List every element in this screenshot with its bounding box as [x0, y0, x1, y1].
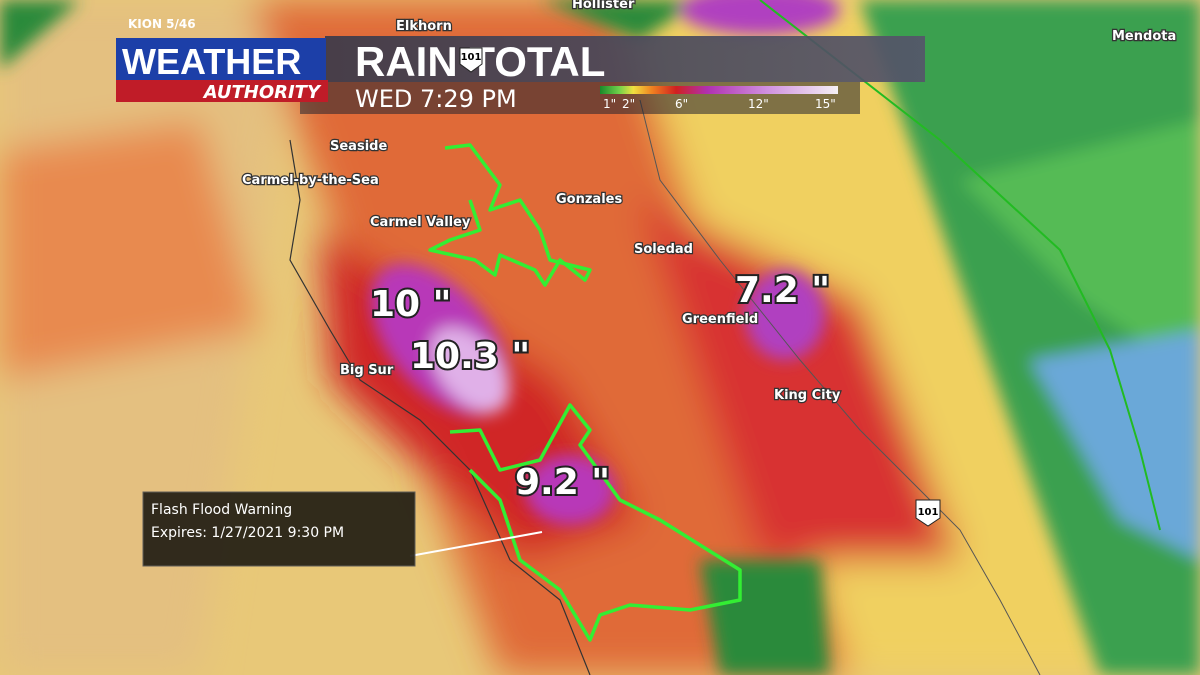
city-label: Soledad	[634, 242, 693, 257]
time: WED 7:29 PM	[355, 85, 517, 113]
boundaries	[289, 0, 1161, 675]
legend-label: 6"	[675, 97, 688, 111]
city-label: Greenfield	[682, 312, 758, 327]
rain-total: 9.2 "	[515, 462, 610, 503]
rain-total: 7.2 "	[735, 270, 830, 311]
header-bar: KION 5/46 WEATHER AUTHORITY RAIN TOTAL W…	[116, 17, 925, 114]
road-signs: 101 101	[459, 47, 941, 527]
city-label: Elkhorn	[396, 19, 452, 34]
rain-totals: 10 " 10.3 " 9.2 " 7.2 "	[368, 268, 832, 505]
warning-title: Flash Flood Warning	[151, 502, 292, 518]
city-label: Big Sur	[340, 363, 394, 378]
city-label: Carmel Valley	[370, 215, 471, 230]
rain-total: 10.3 "	[410, 336, 530, 377]
highway-number: 101	[918, 507, 939, 518]
city-label: Seaside	[330, 139, 387, 154]
city-label: Mendota	[1112, 29, 1176, 44]
station: KION 5/46	[128, 17, 196, 31]
city-label: Carmel-by-the-Sea	[242, 173, 379, 188]
legend-label: 15"	[815, 97, 836, 111]
highway-shield	[915, 499, 941, 527]
warning-box	[142, 491, 416, 567]
rain-total: 10 "	[370, 284, 451, 325]
city-label: King City	[774, 388, 841, 403]
warning-callout: Flash Flood Warning Expires: 1/27/2021 9…	[142, 491, 543, 567]
city-label: Gonzales	[556, 192, 622, 207]
brand-sub: AUTHORITY	[202, 82, 322, 103]
brand-box	[116, 38, 326, 84]
highway-number: 101	[461, 52, 482, 63]
legend-label: 2"	[622, 97, 635, 111]
legend-label: 1"	[603, 97, 616, 111]
legend-label: 12"	[748, 97, 769, 111]
legend-bar	[600, 86, 838, 94]
brand: WEATHER	[122, 41, 301, 82]
title-bar	[325, 36, 925, 82]
highway-shield	[459, 47, 483, 73]
warning-expires: Expires: 1/27/2021 9:30 PM	[151, 525, 344, 541]
city-label: Hollister	[572, 0, 635, 12]
places: Hollister Elkhorn Mendota Seaside Carmel…	[241, 0, 1178, 404]
brand-sub-box	[116, 80, 328, 102]
